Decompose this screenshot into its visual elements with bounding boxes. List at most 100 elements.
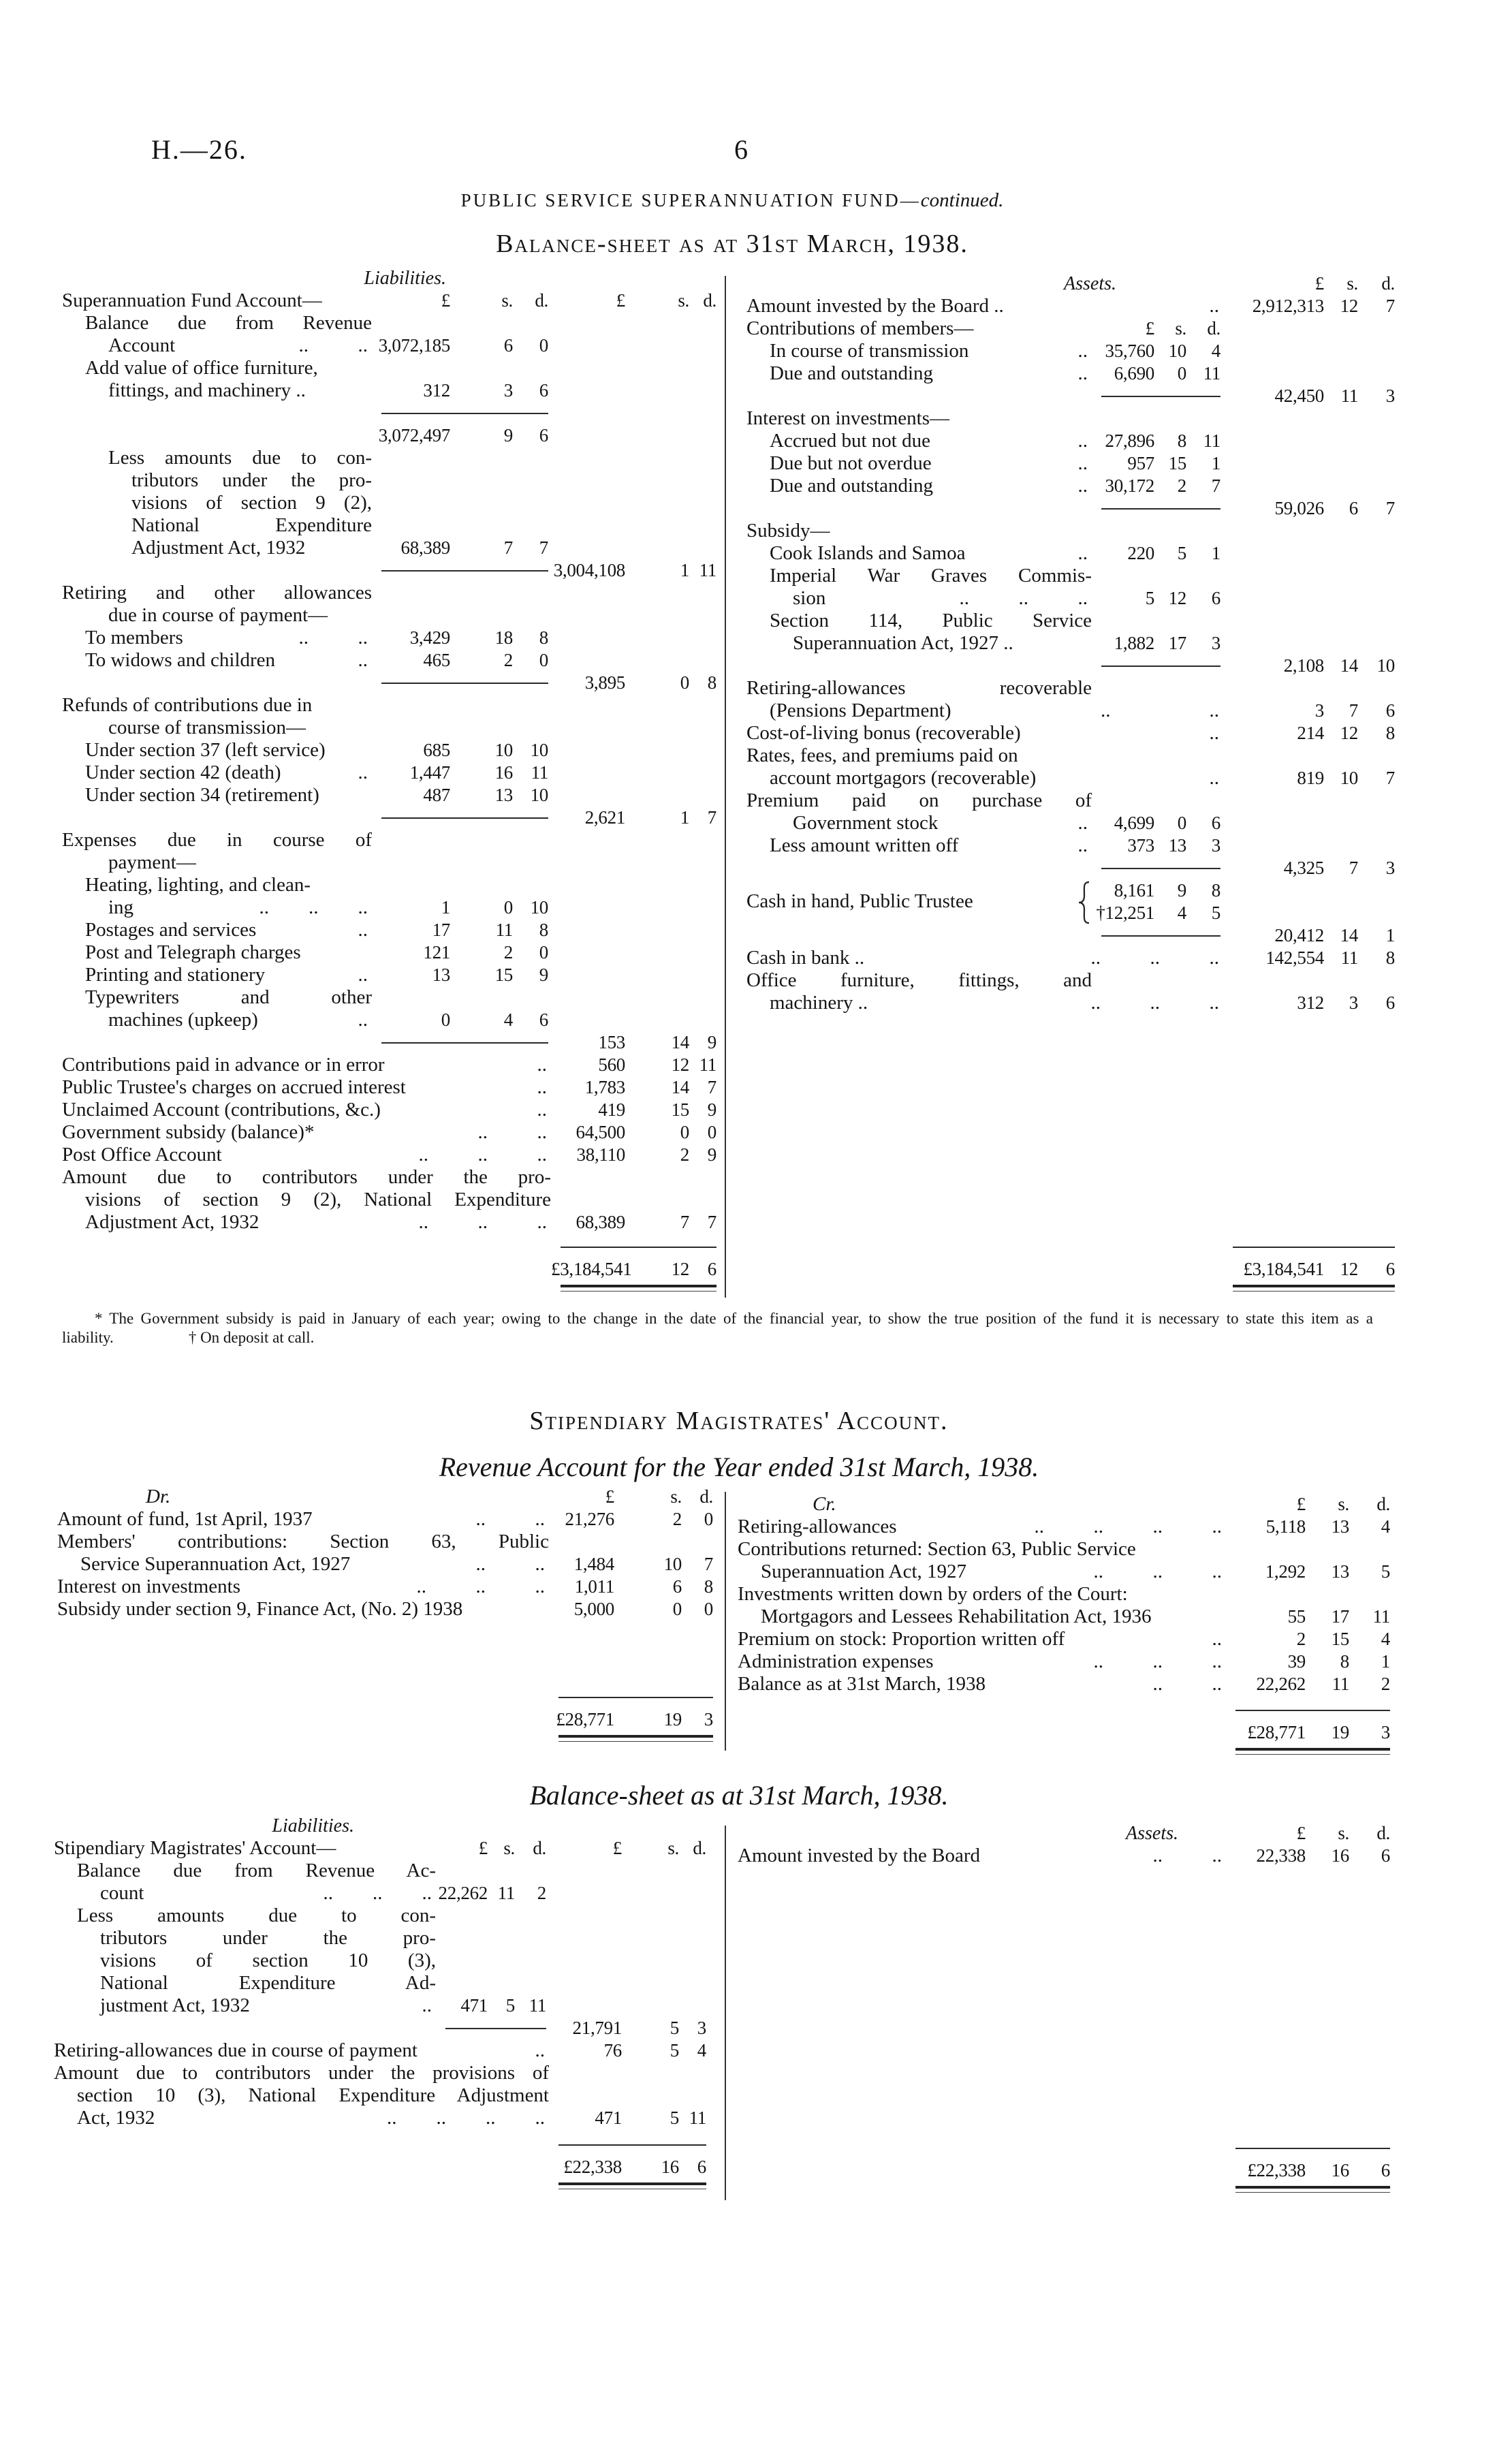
- outer-shillings-cell: 16: [1331, 1845, 1350, 1866]
- outer-pounds-cell: 21,276: [565, 1509, 615, 1529]
- row-label: Contributions of members—: [746, 317, 1092, 340]
- total-rule-row: [738, 1699, 1393, 1721]
- column-caption: Assets.: [738, 1822, 1226, 1845]
- row-label: justment Act, 1932..: [54, 1994, 436, 2017]
- subtotal-row: 2,621 1 7: [62, 807, 719, 829]
- row-label-text: Less amount written off: [770, 834, 959, 856]
- inner-shillings-cell: 0: [1177, 813, 1187, 833]
- row-label-text: Post and Telegraph charges: [85, 941, 301, 963]
- outer-pence-cell: d.: [1381, 273, 1395, 294]
- leader-dots: ..: [1077, 475, 1088, 497]
- table-row: Premium on stock: Proportion written off…: [738, 1628, 1393, 1650]
- row-label-text: Less amounts due to con-: [77, 1905, 436, 1926]
- row-label-text: Government stock: [793, 812, 939, 834]
- inner-pounds-cell: 13: [432, 965, 451, 985]
- revenue-credit-total: £28,771 19 3: [738, 1699, 1393, 1766]
- inner-shillings-cell: 8: [1177, 431, 1187, 451]
- row-label: Due and outstanding..: [746, 362, 1092, 385]
- outer-pounds-cell: 42,450: [1274, 386, 1325, 406]
- outer-pounds-cell: £: [1296, 1823, 1306, 1843]
- table-row: Administration expenses .. .. .. 39 8 1: [738, 1650, 1393, 1673]
- leader-dots: ..: [358, 919, 368, 941]
- outer-pounds-cell: 3,004,108: [553, 560, 626, 580]
- row-label-text: Cr.: [813, 1493, 836, 1515]
- row-label-text: Office furniture, fittings, and: [746, 969, 1092, 991]
- inner-pence-cell: 9: [539, 965, 549, 985]
- subtotal-row: 153 14 9: [62, 1031, 719, 1054]
- total-pounds-cell: £22,338: [1247, 2160, 1306, 2180]
- outer-pounds-cell: 1,783: [584, 1077, 626, 1097]
- leader-dots: .. .. ..: [259, 896, 368, 918]
- outer-pence-cell: 9: [707, 1099, 717, 1120]
- inner-pounds-cell: 35,760: [1105, 341, 1155, 361]
- outer-pounds-cell: 2,108: [1283, 655, 1325, 676]
- inner-pounds-cell: £: [1145, 318, 1155, 339]
- row-label-text: Post Office Account: [62, 1144, 222, 1165]
- row-label-text: Cook Islands and Samoa: [770, 542, 966, 564]
- row-label: Amount due to contributors under the pro…: [62, 1166, 551, 1189]
- row-label-text: sion: [793, 587, 826, 609]
- rule-line: [1101, 935, 1220, 937]
- outer-pounds-cell: 1,011: [574, 1576, 615, 1597]
- outer-shillings-cell: 11: [1340, 948, 1359, 968]
- row-label: ing .. .. ..: [62, 896, 372, 919]
- table-row: Superannuation Act, 1927 .. .. .. 1,292 13 5: [738, 1561, 1393, 1583]
- table-row: count .. .. .. 22,262 11 2: [54, 1882, 709, 1905]
- table-row: Interest on investments—: [746, 407, 1398, 430]
- total-double-rule-row: [746, 1281, 1398, 1303]
- outer-pence-cell: 5: [1381, 1561, 1391, 1582]
- row-label-text: Superannuation Act, 1927 ..: [793, 632, 1013, 654]
- outer-shillings-cell: s.: [678, 290, 689, 311]
- fund-title-text: PUBLIC SERVICE SUPERANNUATION FUND—: [460, 190, 921, 210]
- leader-dots: .. .. ..: [1093, 1650, 1223, 1672]
- table-row: To widows and children.. 465 2 0: [62, 649, 719, 672]
- fund-assets-total: £3,184,541 12 6: [746, 1236, 1398, 1303]
- table-row: Amount invested by the Board .. .. 22,338 1…: [738, 1845, 1393, 1867]
- row-label-text: Cash in hand, Public Trustee: [746, 890, 973, 912]
- row-label-text: Stipendiary Magistrates' Account—: [54, 1837, 336, 1859]
- total-rule-row: [54, 2133, 709, 2156]
- rule-line: [445, 2027, 546, 2029]
- row-label: Cook Islands and Samoa..: [746, 542, 1092, 565]
- subtotal-row: [62, 402, 719, 424]
- outer-pounds-cell: 471: [595, 2108, 622, 2128]
- table-row: Interest on investments .. .. .. 1,011 6 8: [57, 1576, 716, 1598]
- inner-pence-cell: 6: [539, 1010, 549, 1030]
- row-label-text: Amount invested by the Board: [738, 1845, 981, 1866]
- outer-pounds-cell: 59,026: [1274, 498, 1325, 518]
- total-shillings-cell: 19: [663, 1709, 682, 1730]
- inner-pence-cell: 11: [531, 762, 549, 783]
- row-label-text: Less amounts due to con-: [108, 447, 372, 469]
- inner-pounds-cell: 6,690: [1114, 363, 1155, 384]
- row-label: Amount due to contributors under the pro…: [54, 2062, 549, 2084]
- inner-pence-cell: 8: [539, 920, 549, 940]
- table-row: Post and Telegraph charges 121 2 0: [62, 941, 719, 964]
- rule-line: [1101, 395, 1220, 397]
- leader-dots: ..: [1077, 430, 1088, 452]
- row-label-text: Due and outstanding: [770, 475, 934, 497]
- inner-pounds-cell: 1: [441, 897, 451, 918]
- table-row: Liabilities.: [62, 267, 719, 289]
- table-row: Account .. .. 3,072,185 6 0: [62, 334, 719, 357]
- row-label: Office furniture, fittings, and: [746, 969, 1092, 992]
- row-label-text: Retiring-allowances recoverable: [746, 677, 1092, 699]
- outer-pence-cell: 4: [1381, 1516, 1391, 1537]
- outer-pence-cell: 9: [707, 1032, 717, 1052]
- table-row: Cost-of-living bonus (recoverable).. 214 1…: [746, 722, 1398, 745]
- table-row: Balance due from Revenue: [62, 312, 719, 334]
- total-pounds-cell: £3,184,541: [551, 1259, 632, 1279]
- inner-pence-cell: 2: [537, 1883, 547, 1903]
- outer-pence-cell: 6: [1385, 700, 1396, 721]
- magistrates-liabilities-total: £22,338 16 6: [54, 2133, 709, 2201]
- leader-dots: .. .. ..: [323, 1882, 432, 1904]
- total-shillings-cell: 12: [1340, 1259, 1359, 1279]
- row-label-text: due in course of payment—: [108, 604, 328, 626]
- inner-pounds-cell: 471: [460, 1995, 488, 2016]
- row-label: National Expenditure Ad-: [54, 1972, 436, 1994]
- row-label: Interest on investments—: [746, 407, 1092, 430]
- outer-pence-cell: 7: [707, 1077, 717, 1097]
- row-label-text: Under section 37 (left service): [85, 739, 326, 761]
- inner-pounds-cell: 0: [441, 1010, 451, 1030]
- row-label: Public Trustee's charges on accrued inte…: [62, 1076, 551, 1099]
- row-label: visions of section 9 (2),: [62, 492, 372, 514]
